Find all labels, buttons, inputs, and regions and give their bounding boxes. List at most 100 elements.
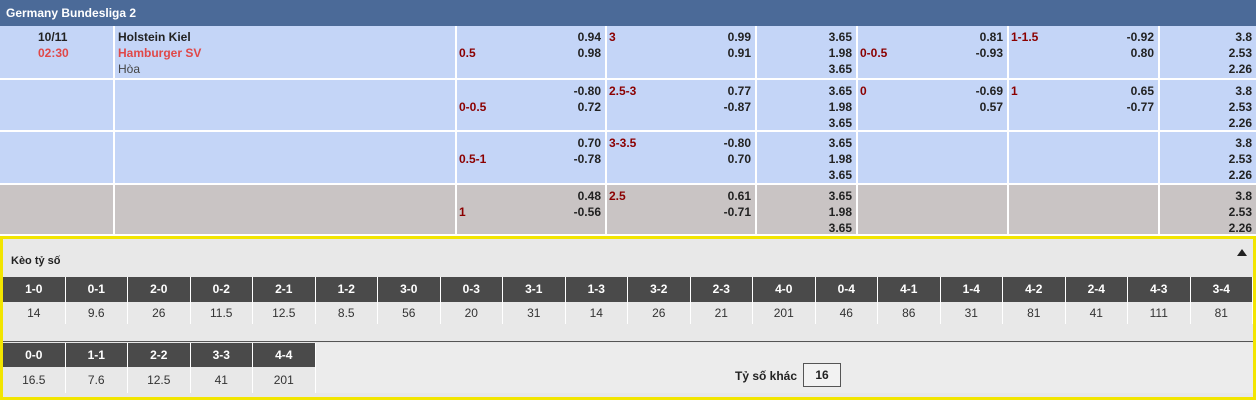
score-odds[interactable]: 7.6: [66, 367, 128, 393]
table-cell: 0.81 0-0.5 -0.93: [858, 26, 1009, 80]
odds-value[interactable]: 0.61: [727, 189, 751, 203]
odds-value[interactable]: 1.98: [828, 100, 852, 114]
score-odds[interactable]: 12.5: [128, 367, 191, 393]
odds-value[interactable]: 0.48: [577, 189, 601, 203]
table-cell: [0, 185, 115, 236]
score-label: 4-1: [878, 277, 941, 302]
odds-value[interactable]: 2.53: [1228, 205, 1252, 219]
odds-value[interactable]: 0.72: [577, 100, 601, 114]
odds-value[interactable]: -0.69: [975, 84, 1003, 98]
odds-value[interactable]: -0.92: [1126, 30, 1154, 44]
odds-value[interactable]: 1.98: [828, 152, 852, 166]
score-odds[interactable]: 16.5: [3, 367, 66, 393]
odds-value[interactable]: 3.65: [828, 136, 852, 150]
score-odds[interactable]: 41: [191, 367, 253, 393]
odds-value[interactable]: 3.65: [828, 30, 852, 44]
table-cell: 3.65 1.98 3.65: [757, 80, 858, 132]
score-odds[interactable]: 21: [691, 302, 753, 324]
odds-value[interactable]: 2.26: [1228, 221, 1252, 235]
score-label: 4-4: [253, 343, 316, 367]
score-odds[interactable]: 111: [1128, 302, 1191, 324]
odds-value[interactable]: 1.98: [828, 46, 852, 60]
odds-value[interactable]: 2.26: [1228, 168, 1252, 182]
odds-value[interactable]: 0.80: [1130, 46, 1154, 60]
score-label: 1-1: [65, 343, 128, 367]
table-cell: [0, 132, 115, 185]
odds-value[interactable]: -0.71: [723, 205, 751, 219]
odds-value[interactable]: 2.53: [1228, 46, 1252, 60]
odds-value[interactable]: 0.81: [979, 30, 1003, 44]
odds-value[interactable]: 3.8: [1235, 84, 1252, 98]
score-odds[interactable]: 201: [253, 367, 316, 393]
score-odds[interactable]: 12.5: [253, 302, 316, 324]
score-odds[interactable]: 81: [1191, 302, 1253, 324]
odds-value[interactable]: 2.26: [1228, 116, 1252, 130]
table-cell: 3.8 2.53 2.26: [1160, 132, 1256, 185]
table-cell: [1009, 132, 1160, 185]
odds-value[interactable]: 0.57: [979, 100, 1003, 114]
score-label: 0-3: [440, 277, 503, 302]
odds-value[interactable]: 0.98: [577, 46, 601, 60]
odds-value[interactable]: 2.26: [1228, 62, 1252, 76]
odds-value[interactable]: 0.94: [577, 30, 601, 44]
score-odds[interactable]: 11.5: [191, 302, 253, 324]
odds-value[interactable]: -0.80: [573, 84, 601, 98]
score-odds[interactable]: 8.5: [316, 302, 378, 324]
odds-value[interactable]: -0.87: [723, 100, 751, 114]
score-label: 2-3: [690, 277, 753, 302]
odds-value[interactable]: 3.8: [1235, 30, 1252, 44]
score-odds[interactable]: 26: [128, 302, 191, 324]
collapse-toggle[interactable]: [1237, 249, 1247, 256]
odds-value[interactable]: 0.91: [727, 46, 751, 60]
score-odds[interactable]: 81: [1003, 302, 1066, 324]
score-odds[interactable]: 201: [753, 302, 816, 324]
odds-value[interactable]: -0.77: [1126, 100, 1154, 114]
odds-value[interactable]: -0.93: [975, 46, 1003, 60]
handicap-line: 3: [609, 30, 616, 44]
score-label: 2-4: [1065, 277, 1128, 302]
score-odds[interactable]: 46: [816, 302, 878, 324]
score-label: 2-2: [128, 343, 191, 367]
odds-value[interactable]: 0.70: [727, 152, 751, 166]
odds-value[interactable]: -0.80: [723, 136, 751, 150]
table-cell: 1-1.5 -0.92 0.80: [1009, 26, 1160, 80]
table-cell: 3-3.5 -0.80 0.70: [607, 132, 757, 185]
other-score-odds[interactable]: 16: [803, 363, 841, 387]
odds-value[interactable]: 1.98: [828, 205, 852, 219]
score-odds[interactable]: 14: [566, 302, 628, 324]
score-odds[interactable]: 31: [503, 302, 566, 324]
odds-value[interactable]: 0.99: [727, 30, 751, 44]
score-odds[interactable]: 9.6: [66, 302, 128, 324]
table-cell: 0.70 0.5-1 -0.78: [457, 132, 607, 185]
odds-value[interactable]: 0.77: [727, 84, 751, 98]
score-odds[interactable]: 56: [378, 302, 441, 324]
handicap-line: 2.5: [609, 189, 626, 203]
table-cell: 3 0.99 0.91: [607, 26, 757, 80]
odds-value[interactable]: 3.65: [828, 62, 852, 76]
league-header: Germany Bundesliga 2: [0, 0, 1256, 26]
handicap-line: 2.5-3: [609, 84, 637, 98]
odds-value[interactable]: 3.65: [828, 221, 852, 235]
odds-value[interactable]: 0.65: [1130, 84, 1154, 98]
odds-value[interactable]: 2.53: [1228, 152, 1252, 166]
score-odds[interactable]: 20: [441, 302, 503, 324]
handicap-line: 0: [860, 84, 867, 98]
odds-value[interactable]: -0.78: [573, 152, 601, 166]
odds-value[interactable]: 3.65: [828, 116, 852, 130]
odds-value[interactable]: -0.56: [573, 205, 601, 219]
odds-value[interactable]: 3.65: [828, 189, 852, 203]
score-label: 4-3: [1128, 277, 1191, 302]
odds-value[interactable]: 3.8: [1235, 189, 1252, 203]
table-cell: 2.5 0.61 -0.71: [607, 185, 757, 236]
handicap-line: 1-1.5: [1011, 30, 1039, 44]
odds-value[interactable]: 3.65: [828, 84, 852, 98]
odds-value[interactable]: 0.70: [577, 136, 601, 150]
score-odds[interactable]: 31: [941, 302, 1003, 324]
odds-value[interactable]: 3.8: [1235, 136, 1252, 150]
score-odds[interactable]: 14: [3, 302, 66, 324]
score-odds[interactable]: 26: [628, 302, 691, 324]
odds-value[interactable]: 3.65: [828, 168, 852, 182]
odds-value[interactable]: 2.53: [1228, 100, 1252, 114]
score-odds[interactable]: 86: [878, 302, 941, 324]
score-odds[interactable]: 41: [1066, 302, 1128, 324]
